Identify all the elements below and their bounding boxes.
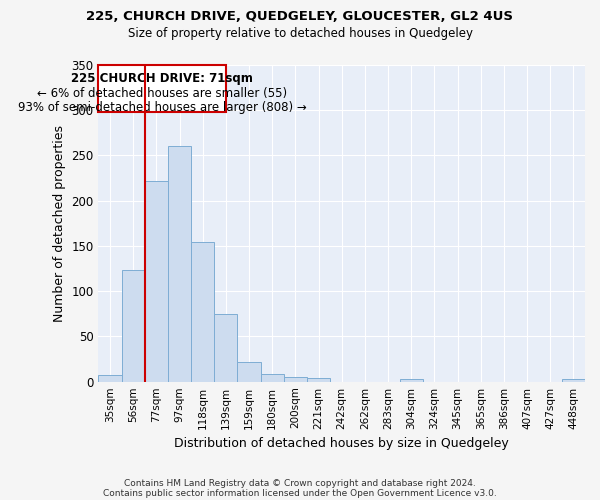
Bar [562,379,585,382]
Bar [238,362,260,382]
Bar [98,376,122,382]
Bar [284,377,307,382]
Bar [260,374,284,382]
Text: 225 CHURCH DRIVE: 71sqm: 225 CHURCH DRIVE: 71sqm [71,72,253,85]
Text: Contains public sector information licensed under the Open Government Licence v3: Contains public sector information licen… [103,488,497,498]
Text: Contains HM Land Registry data © Crown copyright and database right 2024.: Contains HM Land Registry data © Crown c… [124,478,476,488]
Bar [400,379,423,382]
Text: 93% of semi-detached houses are larger (808) →: 93% of semi-detached houses are larger (… [18,101,307,114]
Bar [168,146,191,382]
FancyBboxPatch shape [98,65,226,112]
Text: Size of property relative to detached houses in Quedgeley: Size of property relative to detached ho… [128,28,473,40]
X-axis label: Distribution of detached houses by size in Quedgeley: Distribution of detached houses by size … [175,437,509,450]
Bar [307,378,330,382]
Bar [191,242,214,382]
Bar [214,314,238,382]
Bar [145,181,168,382]
Y-axis label: Number of detached properties: Number of detached properties [53,125,66,322]
Bar [122,270,145,382]
Text: ← 6% of detached houses are smaller (55): ← 6% of detached houses are smaller (55) [37,86,287,100]
Text: 225, CHURCH DRIVE, QUEDGELEY, GLOUCESTER, GL2 4US: 225, CHURCH DRIVE, QUEDGELEY, GLOUCESTER… [86,10,514,23]
